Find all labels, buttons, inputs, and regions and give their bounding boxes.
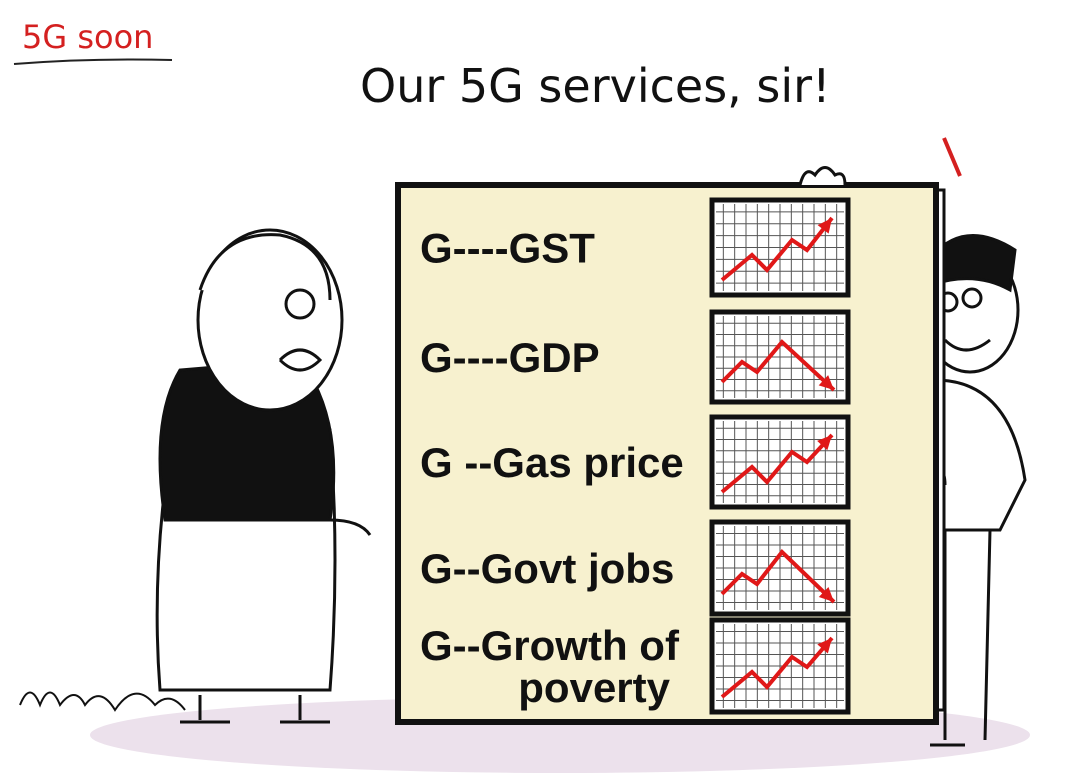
left-figure [155, 228, 372, 724]
row-label: G--Growth of [420, 622, 680, 669]
trend-arrowhead [817, 638, 832, 654]
board-row: G--Govt jobs [420, 519, 851, 617]
trend-arrowhead [818, 375, 834, 390]
trend-line [720, 549, 836, 604]
trend-line [720, 216, 834, 282]
row-label: G --Gas price [420, 439, 684, 486]
row-label: G----GST [420, 225, 595, 272]
trend-line [720, 433, 834, 494]
signature [19, 691, 186, 712]
exclaim-mark [942, 137, 962, 177]
board-rows: G----GST G----GDP G --Gas price G--Govt job… [420, 197, 851, 715]
trend-line [720, 636, 834, 699]
trend-arrowhead [817, 218, 832, 234]
board-row: G----GST [420, 197, 851, 298]
trend-line [720, 339, 836, 392]
row-label: G--Govt jobs [420, 545, 674, 592]
caption: Our 5G services, sir! [360, 59, 831, 113]
row-label: G----GDP [420, 334, 600, 381]
trend-arrowhead [818, 586, 834, 602]
board-row: G----GDP [420, 309, 851, 405]
fingers [798, 166, 847, 186]
tag-underline [13, 58, 173, 65]
board-row: G --Gas price [420, 414, 851, 510]
row-label: poverty [518, 664, 670, 711]
tag: 5G soon [22, 18, 153, 56]
trend-arrowhead [817, 435, 832, 451]
